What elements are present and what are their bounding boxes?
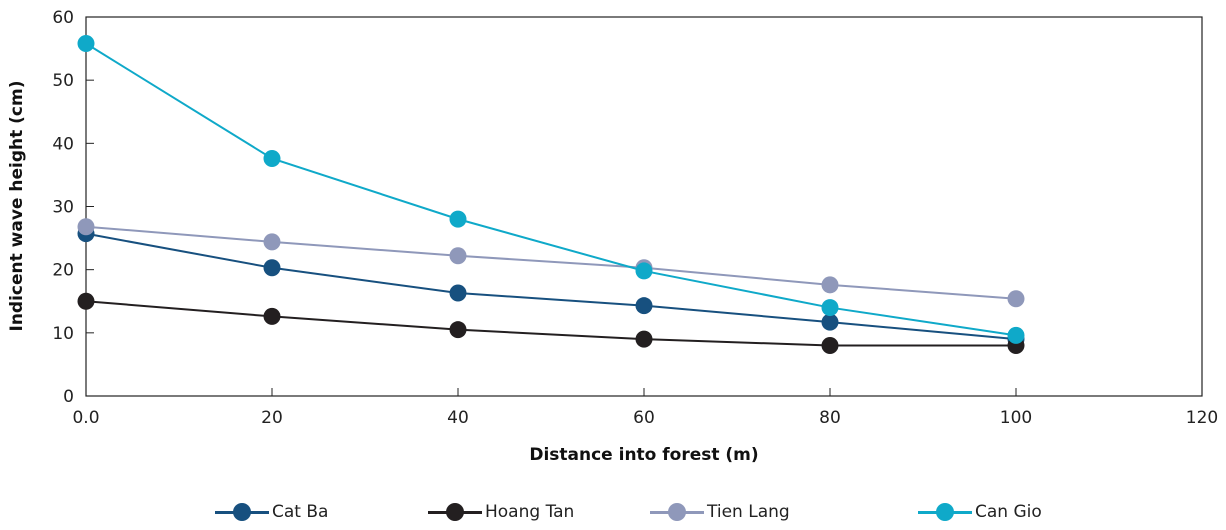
data-point-tien-lang — [263, 233, 281, 251]
legend-item-can-gio: Can Gio — [918, 498, 1042, 526]
x-tick-label: 0.0 — [72, 408, 99, 428]
series-line-can-gio — [85, 42, 1017, 337]
series-tien-lang — [77, 218, 1025, 308]
legend-swatch — [650, 502, 704, 522]
data-point-tien-lang — [449, 247, 467, 265]
data-point-hoang-tan — [635, 330, 653, 348]
data-point-can-gio — [77, 35, 95, 53]
y-tick-label: 0 — [63, 387, 74, 407]
series-line-hoang-tan — [85, 300, 1016, 347]
line-chart: 0 10 20 30 40 50 60 0.0 20 40 60 80 100 120 Distance … — [7, 8, 1218, 465]
data-point-can-gio — [635, 262, 653, 280]
x-tick-label: 80 — [819, 408, 841, 428]
data-point-hoang-tan — [263, 307, 281, 325]
data-point-cat-ba — [821, 313, 839, 331]
legend-swatch — [215, 502, 269, 522]
data-point-tien-lang — [1007, 290, 1025, 308]
data-point-can-gio — [1007, 326, 1025, 344]
y-tick-label: 40 — [52, 134, 74, 154]
series-cat-ba — [77, 225, 1025, 348]
legend-label: Tien Lang — [707, 502, 790, 522]
data-point-can-gio — [821, 299, 839, 317]
legend-label: Cat Ba — [272, 502, 329, 522]
series-line-tien-lang — [85, 225, 1017, 300]
data-point-cat-ba — [635, 297, 653, 315]
legend-label: Can Gio — [975, 502, 1042, 522]
data-point-hoang-tan — [449, 321, 467, 339]
data-point-hoang-tan — [821, 336, 839, 354]
x-tick-label: 20 — [261, 408, 283, 428]
data-point-cat-ba — [263, 259, 281, 277]
series-line-cat-ba — [85, 232, 1017, 341]
y-axis-title: Indicent wave height (cm) — [7, 81, 27, 332]
data-point-tien-lang — [77, 218, 95, 236]
legend-label: Hoang Tan — [485, 502, 575, 522]
y-tick-label: 60 — [52, 8, 74, 28]
data-point-cat-ba — [449, 284, 467, 302]
y-tick-label: 20 — [52, 261, 74, 281]
x-tick-label: 60 — [633, 408, 655, 428]
series-hoang-tan — [77, 292, 1025, 354]
x-axis-title: Distance into forest (m) — [529, 445, 758, 465]
legend-item-tien-lang: Tien Lang — [650, 498, 790, 526]
y-tick-label: 10 — [52, 324, 74, 344]
data-point-tien-lang — [821, 276, 839, 294]
data-point-hoang-tan — [77, 292, 95, 310]
legend-item-cat-ba: Cat Ba — [215, 498, 328, 526]
y-tick-label: 30 — [52, 198, 74, 218]
legend-item-hoang-tan: Hoang Tan — [428, 498, 574, 526]
x-tick-label: 120 — [1186, 408, 1218, 428]
x-tick-label: 100 — [1000, 408, 1032, 428]
legend-swatch — [918, 502, 972, 522]
data-point-can-gio — [263, 149, 281, 167]
x-tick-label: 40 — [447, 408, 469, 428]
legend-swatch — [428, 502, 482, 522]
legend: Cat Ba Hoang Tan Tien Lang Can Gio — [0, 498, 1226, 526]
y-tick-label: 50 — [52, 71, 74, 91]
series-can-gio — [77, 35, 1025, 344]
data-point-can-gio — [449, 210, 467, 228]
